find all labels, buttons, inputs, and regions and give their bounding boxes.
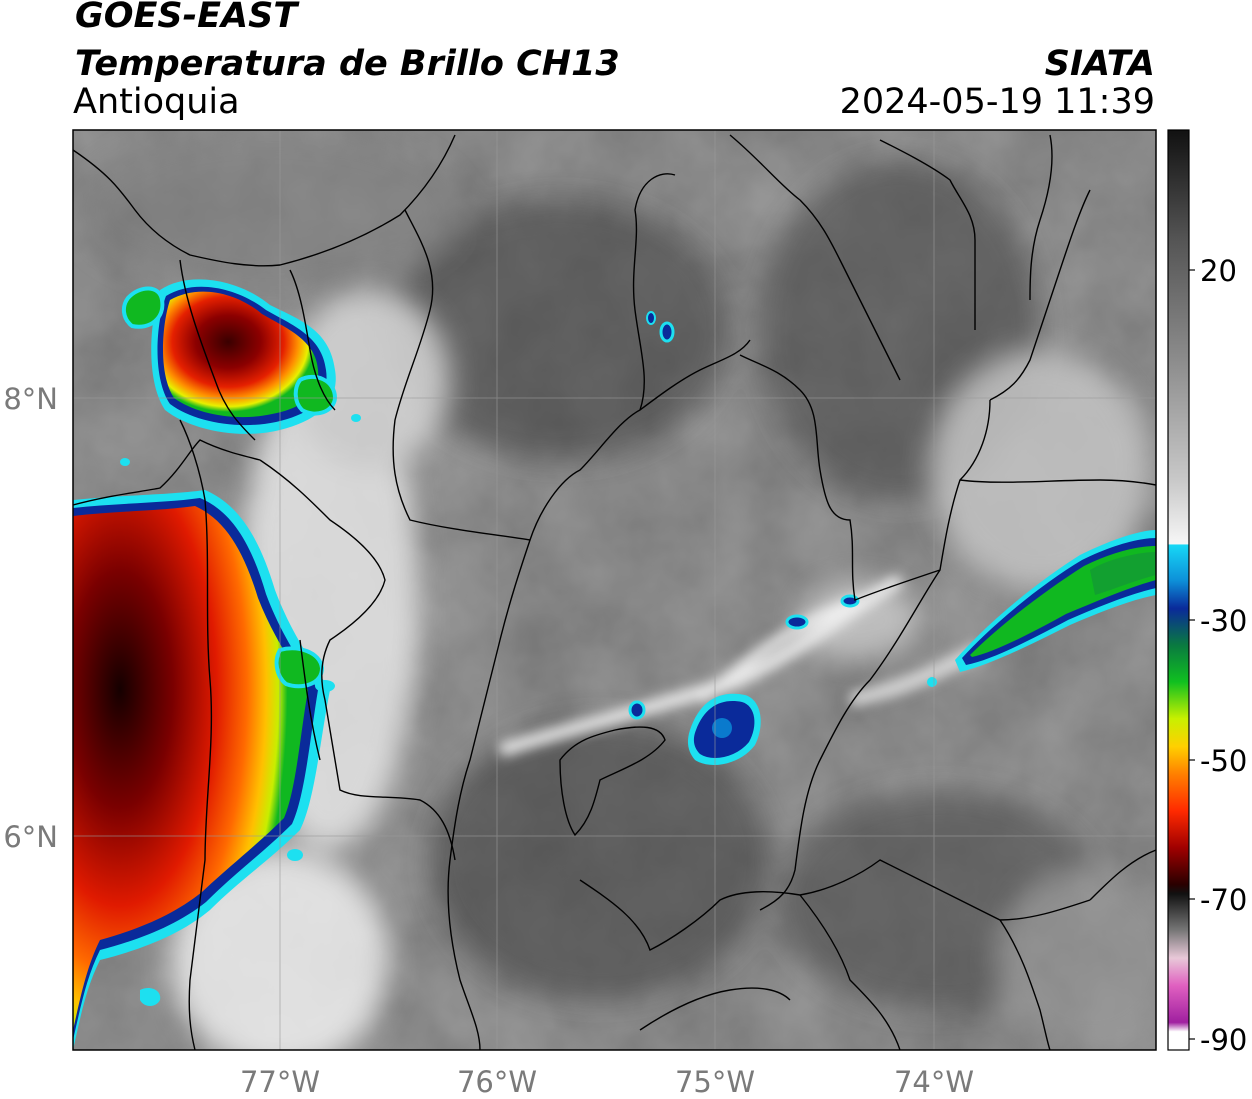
lon-tick-labels: 77°W 76°W 75°W 74°W — [240, 1065, 974, 1099]
boundary-lines — [73, 134, 1156, 1050]
colorbar-ramp — [1167, 129, 1190, 1051]
colorbar-tick-label: -90 — [1200, 1023, 1247, 1057]
region-label: Antioquia — [73, 82, 240, 122]
lat-tick-label: 8°N — [3, 382, 58, 416]
product-title: Temperatura de Brillo CH13 — [75, 44, 620, 84]
map-imagery — [73, 130, 1156, 1050]
agency-label: SIATA — [1044, 44, 1155, 84]
colorbar-tick-label: -30 — [1200, 604, 1247, 638]
colorbar-tick-label: 20 — [1200, 254, 1237, 288]
graticule — [73, 130, 1156, 1050]
colorbar-tick-label: -50 — [1200, 744, 1247, 778]
storm-cell-west — [73, 490, 330, 1050]
storm-cells-small — [120, 311, 937, 861]
storm-band-east — [955, 530, 1156, 672]
map-frame — [72, 129, 1157, 1051]
lat-tick-labels: 8°N 6°N — [3, 382, 58, 854]
lat-tick-label: 6°N — [3, 820, 58, 854]
satellite-title: GOES-EAST — [75, 0, 298, 36]
timestamp-label: 2024-05-19 11:39 — [839, 82, 1155, 122]
colorbar-tick-label: -70 — [1200, 883, 1247, 917]
lon-tick-label: 77°W — [240, 1065, 320, 1099]
lon-tick-label: 75°W — [675, 1065, 755, 1099]
storm-cell-north — [121, 279, 338, 434]
lon-tick-label: 76°W — [457, 1065, 537, 1099]
lon-tick-label: 74°W — [894, 1065, 974, 1099]
colorbar: 20 -30 -50 -70 -90 — [1167, 129, 1247, 1057]
